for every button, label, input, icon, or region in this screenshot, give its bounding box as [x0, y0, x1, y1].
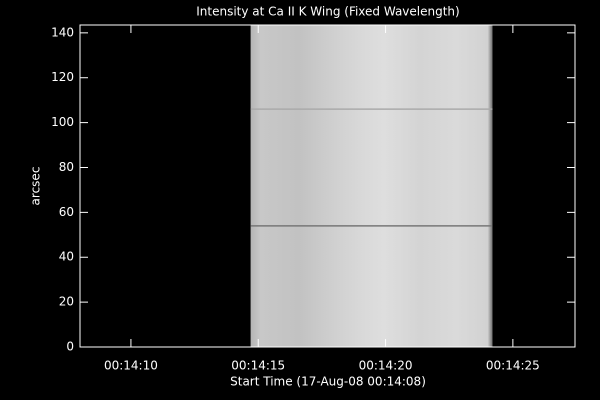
x-axis-label: Start Time (17-Aug-08 00:14:08)	[230, 375, 426, 389]
y-tick-label: 60	[59, 205, 74, 219]
y-tick-label: 40	[59, 250, 74, 264]
y-tick-label: 20	[59, 295, 74, 309]
y-tick-label: 100	[51, 115, 74, 129]
y-tick-label: 0	[66, 340, 74, 354]
y-tick-label: 80	[59, 160, 74, 174]
y-tick-label: 120	[51, 70, 74, 84]
x-tick-label: 00:14:20	[359, 359, 413, 373]
y-axis-label: arcsec	[29, 167, 43, 206]
x-tick-label: 00:14:25	[486, 359, 540, 373]
image	[250, 25, 493, 347]
chart-title: Intensity at Ca II K Wing (Fixed Wavelen…	[196, 5, 459, 19]
x-tick-label: 00:14:10	[104, 359, 158, 373]
y-tick-label: 140	[51, 25, 74, 39]
axis-box	[79, 24, 576, 348]
x-tick-label: 00:14:15	[231, 359, 285, 373]
